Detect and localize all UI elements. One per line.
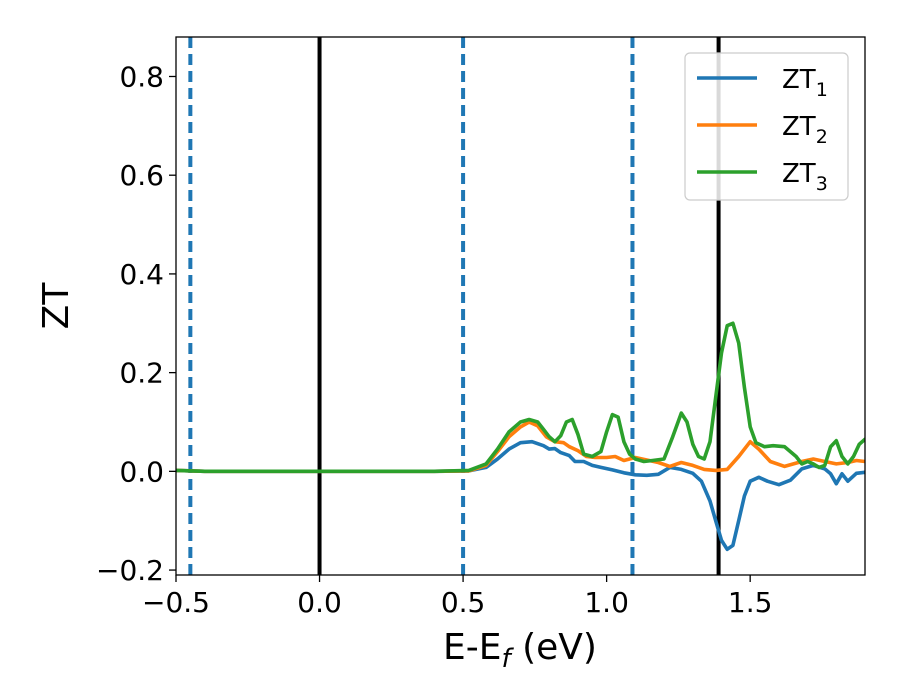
legend-label-2: ZT2 <box>782 112 828 148</box>
series-line-2 <box>176 420 865 474</box>
x-axis: −0.5 0.0 0.5 1.0 1.5 <box>142 575 772 619</box>
y-tick-label: 0.0 <box>119 455 164 488</box>
plot-frame <box>175 36 866 576</box>
x-tick-label: 0.5 <box>441 586 486 619</box>
x-tick-label: 1.5 <box>728 586 773 619</box>
x-tick-label: −0.5 <box>142 586 210 619</box>
series-lines <box>176 321 865 552</box>
x-axis-title: E-Ef (eV) <box>443 627 597 674</box>
y-axis: −0.2 0.0 0.2 0.4 0.6 0.8 <box>96 60 176 587</box>
legend-label-3: ZT3 <box>782 159 828 195</box>
y-tick-label: 0.2 <box>119 357 164 390</box>
y-tick-label: −0.2 <box>96 554 164 587</box>
y-tick-label: 0.6 <box>119 159 164 192</box>
legend-box <box>684 52 849 201</box>
series-line-3 <box>176 321 865 474</box>
legend-label-1: ZT1 <box>782 65 828 101</box>
x-tick-label: 0.0 <box>297 586 342 619</box>
legend: ZT1 ZT2 ZT3 <box>684 52 849 201</box>
y-axis-title: ZT <box>36 282 77 330</box>
y-tick-label: 0.4 <box>119 258 164 291</box>
y-tick-label: 0.8 <box>119 60 164 93</box>
x-tick-label: 1.0 <box>584 586 629 619</box>
